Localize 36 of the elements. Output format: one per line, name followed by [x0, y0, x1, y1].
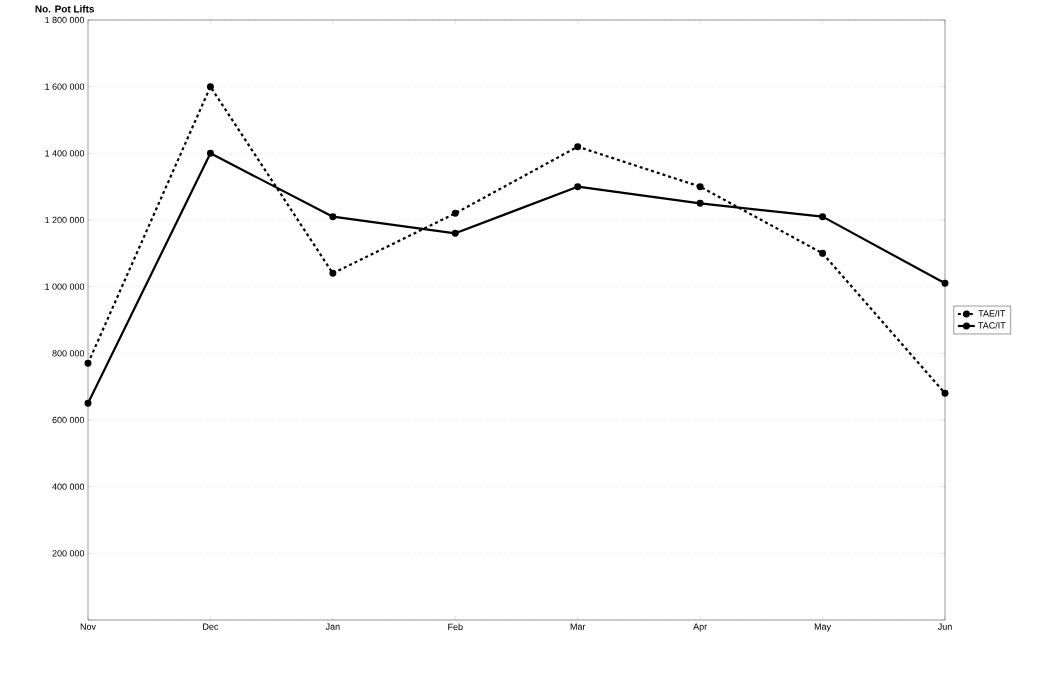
y-tick-label: 200 000 [52, 550, 85, 557]
point [451, 209, 459, 217]
point [206, 83, 214, 91]
x-tick-label: May [814, 623, 832, 632]
point [574, 183, 582, 191]
point [329, 269, 337, 277]
y-tick-label: 600 000 [52, 416, 85, 424]
point [819, 249, 827, 257]
point [451, 229, 459, 237]
x-tick-label: Nov [80, 623, 96, 630]
y-tick-label: 1 000 000 [45, 283, 85, 290]
point [574, 143, 582, 151]
x-tick-label: Feb [448, 623, 463, 631]
y-tick-label: 1 600 000 [45, 83, 85, 90]
x-tick-label: Mar [570, 623, 586, 630]
x-tick-label: Dec [203, 623, 219, 630]
y-tick-label: 1 400 000 [45, 150, 85, 157]
point [819, 213, 827, 221]
legend-label: TAC/IT [978, 321, 1006, 329]
y-tick-label: 800 000 [52, 350, 85, 357]
legend-label: TAE/IT [978, 310, 1006, 317]
point [329, 213, 337, 221]
point [696, 183, 704, 191]
y-tick-label: 400 000 [52, 483, 85, 490]
y-axis-title: No. Pot Lifts [35, 5, 95, 13]
y-tick-label: 1 200 000 [45, 216, 85, 224]
y-tick-label: 1 800 000 [45, 16, 85, 24]
point [941, 279, 949, 287]
point [206, 149, 214, 157]
x-tick-label: Apr [693, 623, 707, 632]
point [84, 359, 92, 367]
x-tick-label: Jan [325, 623, 340, 630]
x-tick-label: Jun [937, 623, 952, 630]
point [941, 389, 949, 397]
point [696, 199, 704, 207]
point [84, 399, 92, 407]
